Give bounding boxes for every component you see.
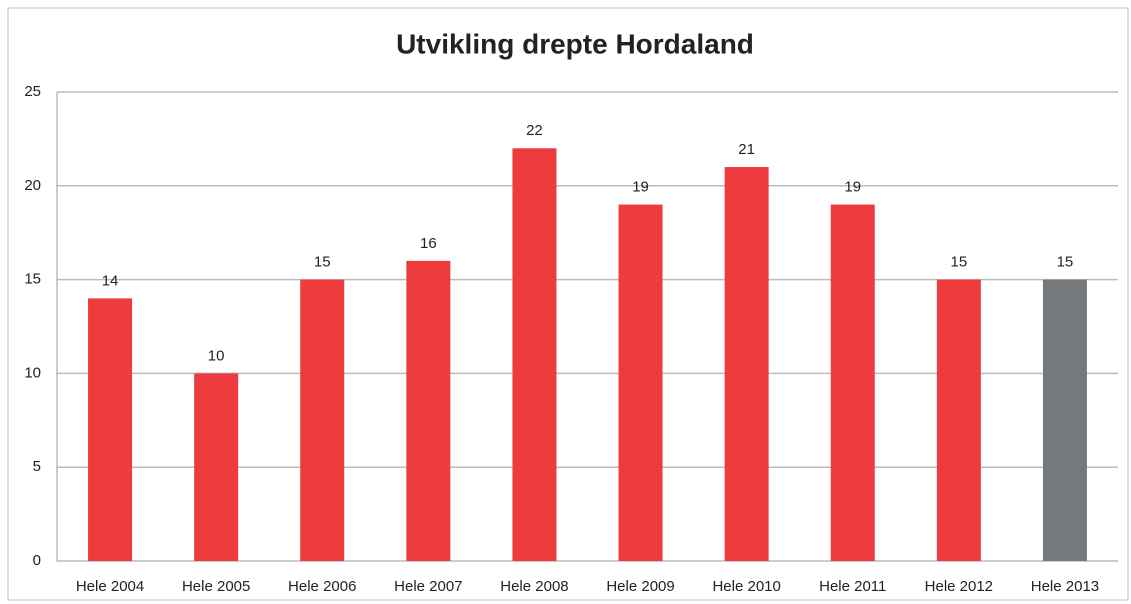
data-label: 22 (526, 122, 543, 139)
bar (936, 279, 981, 561)
bar (406, 260, 451, 561)
chart-title: Utvikling drepte Hordaland (396, 28, 754, 59)
bar (830, 204, 875, 561)
data-label: 10 (208, 347, 225, 364)
x-tick-label: Hele 2007 (394, 578, 462, 595)
x-tick-label: Hele 2013 (1031, 578, 1099, 595)
data-label: 21 (738, 141, 755, 158)
data-label: 15 (951, 254, 968, 271)
y-tick-label: 0 (33, 552, 41, 569)
bar (1042, 279, 1087, 561)
bar (618, 204, 663, 561)
y-tick-label: 20 (24, 177, 41, 194)
data-label: 16 (420, 235, 437, 252)
bar (300, 279, 345, 561)
bar (724, 167, 769, 562)
y-tick-label: 10 (24, 364, 41, 381)
x-tick-label: Hele 2004 (76, 578, 144, 595)
y-tick-label: 15 (24, 271, 41, 288)
data-label: 14 (102, 272, 119, 289)
bar (512, 148, 557, 561)
data-label: 19 (844, 179, 861, 196)
y-tick-label: 25 (24, 83, 41, 100)
x-tick-label: Hele 2006 (288, 578, 356, 595)
bar (88, 298, 133, 561)
x-tick-label: Hele 2010 (712, 578, 780, 595)
y-tick-label: 5 (33, 458, 41, 475)
data-label: 15 (314, 254, 331, 271)
bar (194, 373, 239, 561)
x-tick-label: Hele 2008 (500, 578, 568, 595)
data-label: 19 (632, 179, 649, 196)
x-tick-label: Hele 2012 (925, 578, 993, 595)
x-tick-label: Hele 2011 (819, 578, 886, 595)
x-tick-label: Hele 2005 (182, 578, 250, 595)
x-tick-label: Hele 2009 (606, 578, 674, 595)
data-label: 15 (1057, 254, 1074, 271)
